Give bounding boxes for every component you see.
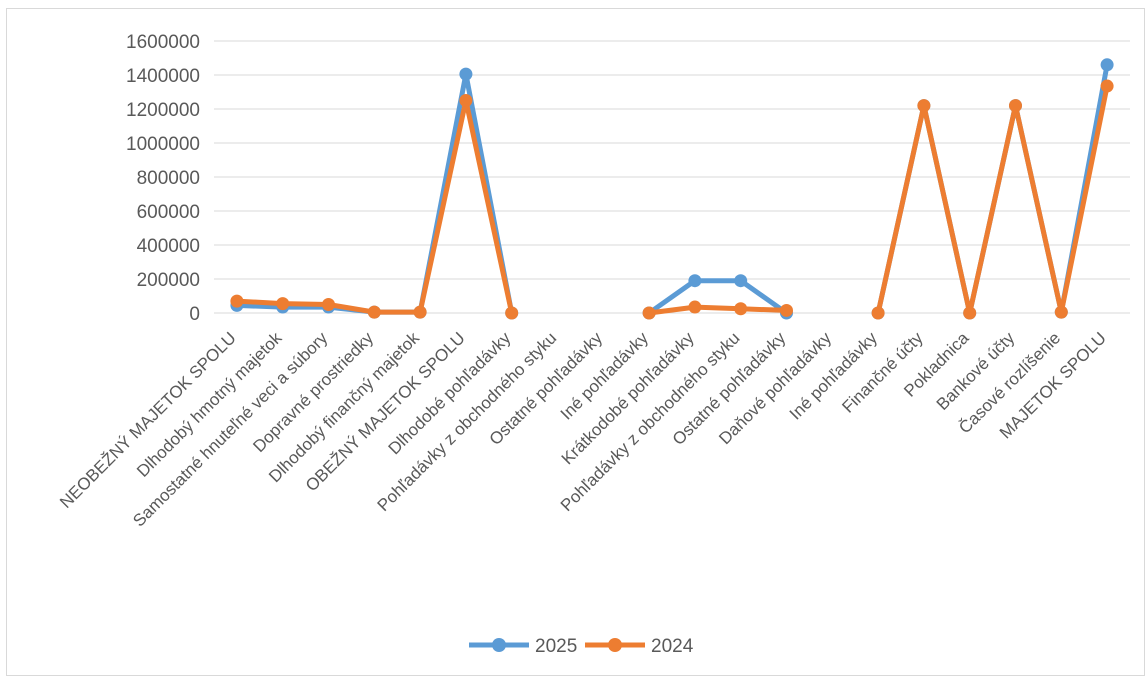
data-point <box>413 305 427 319</box>
y-tick-label: 1000000 <box>126 134 200 155</box>
y-tick-label: 1200000 <box>126 100 200 121</box>
data-point <box>322 298 335 311</box>
legend-swatch-marker <box>492 638 506 652</box>
y-tick-label: 1400000 <box>126 66 200 87</box>
data-point <box>688 300 702 314</box>
y-tick-label: 800000 <box>137 168 200 189</box>
chart-frame: 0 200000 400000 600000 800000 1000000 1200000 1… <box>6 8 1145 676</box>
data-point <box>963 306 977 320</box>
data-point <box>230 294 244 308</box>
legend-label: 2025 <box>535 636 577 657</box>
y-tick-label: 0 <box>189 304 200 325</box>
data-point <box>688 274 702 288</box>
data-point <box>1100 58 1114 72</box>
legend-item: 2025 <box>469 636 577 657</box>
y-tick-label: 1600000 <box>126 32 200 53</box>
data-point <box>459 94 473 107</box>
line-chart: 0 200000 400000 600000 800000 1000000 1200000 1… <box>56 32 1130 657</box>
data-point <box>505 306 519 320</box>
legend-swatch-marker <box>608 638 622 652</box>
data-point <box>917 99 931 113</box>
data-point <box>367 305 381 319</box>
data-point <box>734 302 748 316</box>
legend-item: 2024 <box>585 636 694 657</box>
y-axis-labels: 0 200000 400000 600000 800000 1000000 1200000 1… <box>126 32 200 325</box>
legend: 2025 2024 <box>469 636 694 657</box>
y-tick-label: 400000 <box>137 236 200 257</box>
data-point <box>780 303 793 317</box>
data-point <box>1054 305 1068 319</box>
data-point <box>459 67 473 81</box>
x-category-label: Samostatné hnuteľné veci a súbory <box>129 328 331 530</box>
legend-label: 2024 <box>651 636 694 657</box>
series-2025 <box>230 58 1114 320</box>
y-tick-label: 600000 <box>137 202 200 223</box>
series-lines <box>230 58 1114 320</box>
data-point <box>1009 99 1022 113</box>
data-point <box>734 274 748 288</box>
gridlines <box>214 40 1130 314</box>
data-point <box>276 297 290 311</box>
data-point <box>871 306 885 320</box>
x-category-label: NEOBEŽNÝ MAJETOK SPOLU <box>56 328 240 512</box>
y-tick-label: 200000 <box>137 270 200 291</box>
data-point <box>642 306 656 320</box>
series-2024 <box>230 79 1114 320</box>
data-point <box>1100 79 1114 93</box>
